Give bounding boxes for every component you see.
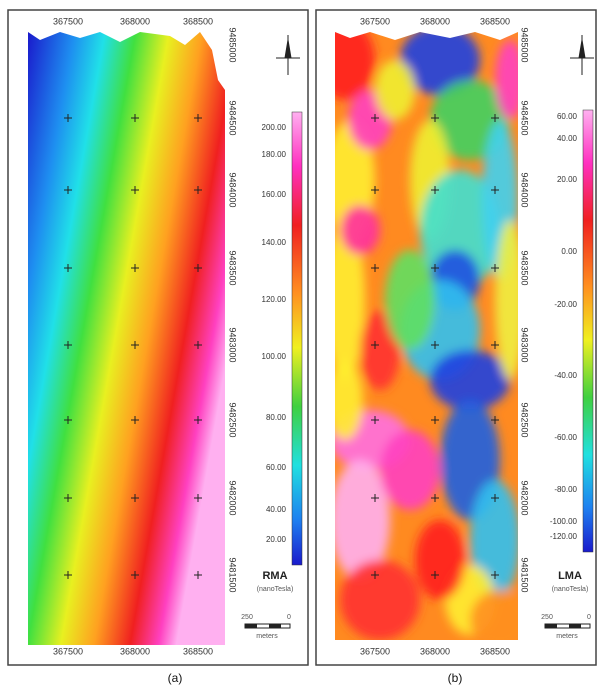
scale-unit: meters <box>556 633 578 640</box>
y-label: 9483000 <box>520 327 530 362</box>
y-label: 9485000 <box>520 27 530 62</box>
y-label: 9483000 <box>228 327 238 362</box>
legend-label: 20.00 <box>557 175 578 184</box>
legend-unit: (nanoTesla) <box>552 586 589 593</box>
scale-bar <box>569 624 581 628</box>
scale-bar <box>545 624 557 628</box>
legend-label: -80.00 <box>554 485 577 494</box>
legend-label: 40.00 <box>557 134 578 143</box>
y-label: 9483500 <box>228 250 238 285</box>
x-label: 367500 <box>53 646 83 656</box>
scale-label: 250 <box>541 614 553 621</box>
y-label: 9482500 <box>520 402 530 437</box>
x-label: 367500 <box>360 16 390 26</box>
x-label: 368000 <box>420 16 450 26</box>
y-label: 9485000 <box>228 27 238 62</box>
x-label: 368500 <box>183 16 213 26</box>
x-label: 367500 <box>360 646 390 656</box>
anomaly-blob <box>327 360 363 440</box>
legend-label: -40.00 <box>554 371 577 380</box>
scale-bar <box>245 624 257 628</box>
x-label: 368000 <box>120 646 150 656</box>
legend-label: 80.00 <box>266 413 287 422</box>
legend-unit: (nanoTesla) <box>257 586 294 593</box>
legend-label: -60.00 <box>554 433 577 442</box>
legend-label: -100.00 <box>550 517 578 526</box>
y-label: 9484500 <box>520 100 530 135</box>
colorbar <box>583 110 593 552</box>
legend-label: -120.00 <box>550 532 578 541</box>
x-label: 368000 <box>120 16 150 26</box>
lma-map <box>315 20 530 650</box>
anomaly-blob <box>340 560 420 640</box>
legend-label: 180.00 <box>262 150 287 159</box>
caption: (a) <box>168 671 183 685</box>
legend-label: 60.00 <box>266 463 287 472</box>
legend-label: 40.00 <box>266 505 287 514</box>
x-label: 367500 <box>53 16 83 26</box>
legend-label: 140.00 <box>262 238 287 247</box>
scale-unit: meters <box>256 633 278 640</box>
y-label: 9481500 <box>228 557 238 592</box>
scale-label: 0 <box>587 614 591 621</box>
y-label: 9482000 <box>520 480 530 515</box>
legend-label: 0.00 <box>561 247 577 256</box>
x-label: 368000 <box>420 646 450 656</box>
legend-label: 60.00 <box>557 112 578 121</box>
legend-title: RMA <box>262 570 287 582</box>
anomaly-blob <box>470 590 530 650</box>
y-label: 9484000 <box>228 172 238 207</box>
legend-label: 200.00 <box>262 123 287 132</box>
y-label: 9481500 <box>520 557 530 592</box>
x-label: 368500 <box>480 16 510 26</box>
legend-title: LMA <box>558 570 582 582</box>
x-label: 368500 <box>183 646 213 656</box>
figure: 367500 367500 368000 368000 368500 368500 9485… <box>0 0 600 689</box>
scale-label: 250 <box>241 614 253 621</box>
x-label: 368500 <box>480 646 510 656</box>
legend-label: 120.00 <box>262 295 287 304</box>
anomaly-blob <box>385 250 435 350</box>
y-label: 9484000 <box>520 172 530 207</box>
anomaly-blob <box>340 205 380 255</box>
legend-label: 20.00 <box>266 535 287 544</box>
legend-label: 160.00 <box>262 190 287 199</box>
legend-label: 100.00 <box>262 352 287 361</box>
scale-bar <box>269 624 281 628</box>
y-label: 9482000 <box>228 480 238 515</box>
y-label: 9484500 <box>228 100 238 135</box>
y-label: 9483500 <box>520 250 530 285</box>
anomaly-blob <box>415 520 465 600</box>
caption: (b) <box>448 671 463 685</box>
scale-label: 0 <box>287 614 291 621</box>
legend-label: -20.00 <box>554 300 577 309</box>
colorbar <box>292 112 302 565</box>
y-label: 9482500 <box>228 402 238 437</box>
anomaly-blob <box>375 60 415 120</box>
rma-map <box>28 32 225 645</box>
